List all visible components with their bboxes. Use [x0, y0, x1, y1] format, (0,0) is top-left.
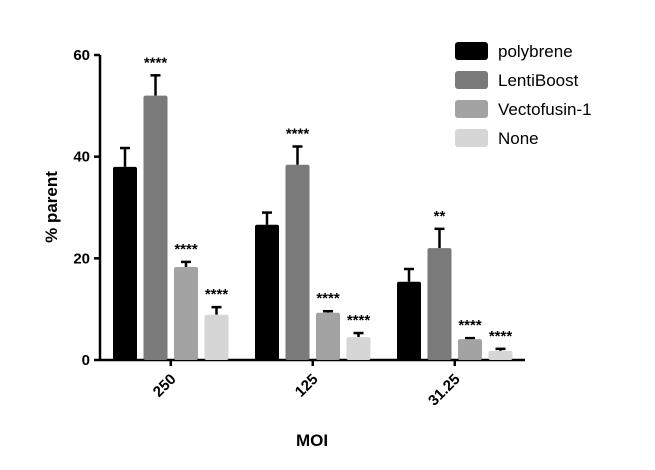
bar-lentiboost-125	[285, 164, 310, 360]
y-tick-label: 20	[73, 250, 90, 267]
significance-label: ****	[458, 317, 482, 334]
significance-label: ****	[489, 328, 513, 345]
x-tick-label: 31.25	[425, 371, 464, 410]
bars: **********************************	[113, 54, 513, 361]
legend-label: LentiBoost	[498, 71, 579, 90]
significance-label: ****	[316, 290, 340, 307]
legend-swatch	[455, 42, 488, 60]
significance-label: ****	[205, 286, 229, 303]
y-tick-label: 0	[82, 352, 90, 369]
bar-polybrene-31.25	[397, 281, 421, 360]
bar-none-31.25	[488, 350, 513, 360]
y-tick-label: 40	[73, 149, 90, 166]
significance-label: ****	[347, 312, 371, 329]
bar-none-250	[204, 314, 229, 360]
bar-lentiboost-250	[143, 95, 168, 361]
legend-label: polybrene	[498, 42, 573, 61]
significance-label: ****	[286, 126, 310, 143]
x-tick-label: 250	[150, 371, 180, 401]
significance-label: ****	[174, 241, 198, 258]
bar-lentiboost-31.25	[427, 248, 452, 360]
bar-polybrene-125	[255, 224, 279, 360]
bar-vectofusin-1-125	[316, 312, 340, 360]
x-axis-label: MOI	[296, 431, 328, 450]
legend-swatch	[455, 129, 488, 147]
bar-vectofusin-1-250	[174, 266, 198, 360]
significance-label: **	[434, 208, 446, 225]
bar-none-125	[346, 337, 371, 360]
bar-vectofusin-1-31.25	[458, 339, 482, 360]
x-tick-label: 125	[292, 371, 322, 401]
y-axis-label: % parent	[42, 171, 61, 243]
legend-label: Vectofusin-1	[498, 100, 592, 119]
bar-polybrene-250	[113, 166, 137, 360]
legend-swatch	[455, 100, 488, 118]
legend-swatch	[455, 71, 488, 89]
y-tick-label: 60	[73, 47, 90, 64]
significance-label: ****	[144, 54, 168, 71]
legend: polybrene LentiBoost Vectofusin-1 None	[455, 42, 592, 148]
legend-label: None	[498, 129, 539, 148]
